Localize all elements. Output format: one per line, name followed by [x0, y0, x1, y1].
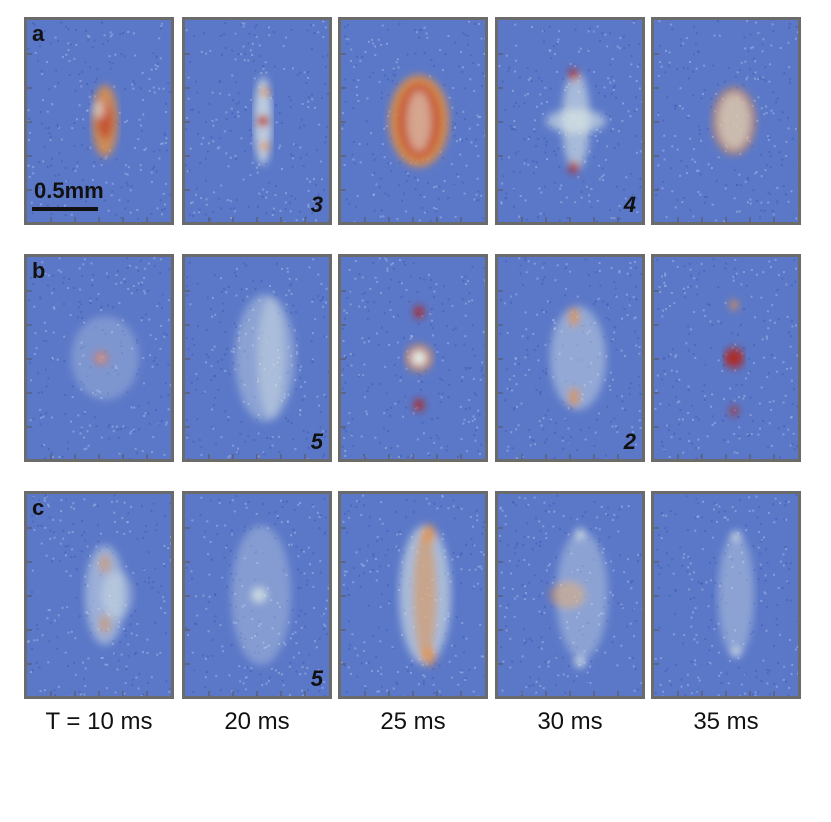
density-image: [341, 257, 485, 459]
image-panel-a-1: [24, 17, 174, 225]
scale-bar-label: 0.5mm: [34, 178, 104, 203]
row-label-a: a: [32, 21, 45, 46]
density-image: [185, 257, 329, 459]
image-panel-a-4: 4: [495, 17, 645, 225]
time-label: 20 ms: [224, 708, 290, 735]
image-panel-c-2: 5: [182, 491, 332, 699]
panel-number: 4: [623, 192, 636, 217]
image-panel-b-4: 2: [495, 254, 645, 462]
panel-number: 2: [623, 429, 636, 454]
image-panel-c-3: [338, 491, 488, 699]
time-label: 35 ms: [693, 708, 759, 735]
row-label-c: c: [32, 495, 45, 520]
density-image: [185, 20, 329, 222]
density-image: [341, 494, 485, 696]
image-panel-a-5: [651, 17, 801, 225]
time-label: T = 10 ms: [45, 708, 153, 735]
image-panel-b-5: [651, 254, 801, 462]
density-image: [27, 257, 171, 459]
image-panel-a-2: 3: [182, 17, 332, 225]
time-label: 25 ms: [380, 708, 446, 735]
density-image: [498, 494, 642, 696]
panel-number: 5: [310, 666, 323, 691]
density-image: [498, 20, 642, 222]
row-label-b: b: [32, 258, 46, 283]
image-panel-c-1: [24, 491, 174, 699]
density-image: [27, 20, 171, 222]
density-image: [654, 494, 798, 696]
panel-number: 5: [310, 429, 323, 454]
density-image: [654, 257, 798, 459]
density-image: [341, 20, 485, 222]
density-image: [27, 494, 171, 696]
image-panel-c-4: [495, 491, 645, 699]
density-image: [498, 257, 642, 459]
density-image: [654, 20, 798, 222]
image-panel-b-2: 5: [182, 254, 332, 462]
image-panel-c-5: [651, 491, 801, 699]
density-image: [185, 494, 329, 696]
time-label: 30 ms: [537, 708, 603, 735]
image-panel-a-3: [338, 17, 488, 225]
scale-bar: [32, 207, 98, 211]
image-panel-b-1: [24, 254, 174, 462]
image-panel-b-3: [338, 254, 488, 462]
panel-number: 3: [310, 192, 323, 217]
